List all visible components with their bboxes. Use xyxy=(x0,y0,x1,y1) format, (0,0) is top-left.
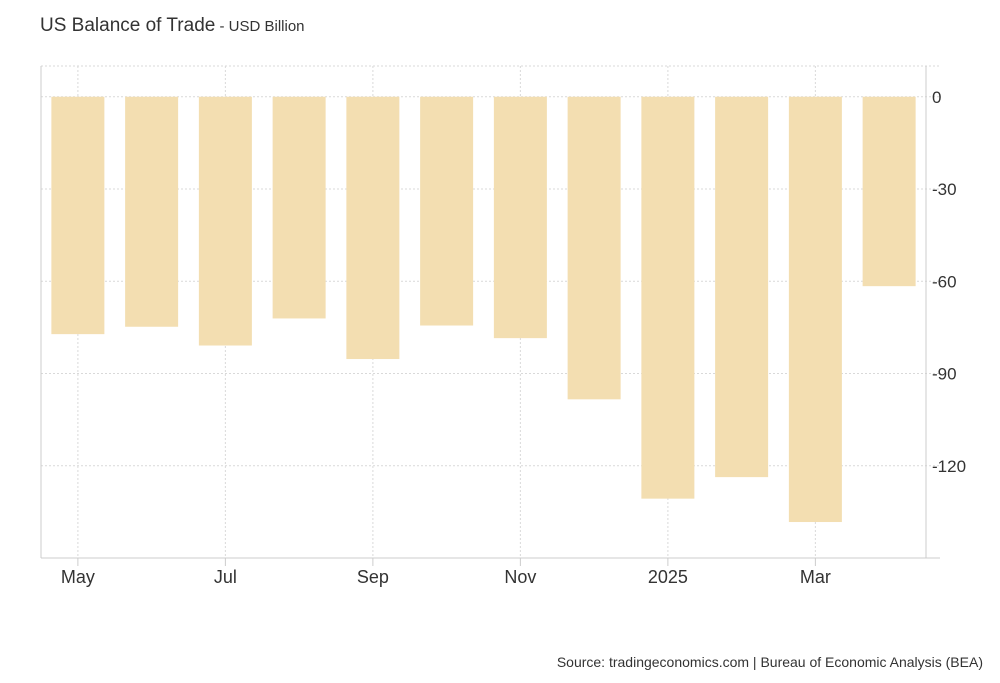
x-axis-ticks: May Jul Sep Nov 2025 Mar xyxy=(61,558,831,587)
bar-apr-2025[interactable] xyxy=(862,96,916,287)
bar-oct-2024[interactable] xyxy=(420,96,474,326)
x-tick-label: Nov xyxy=(504,567,536,587)
chart-subtitle: USD Billion xyxy=(228,18,305,35)
bar-mar-2025[interactable] xyxy=(788,96,842,523)
y-tick-label: -60 xyxy=(932,272,957,291)
chart-title-text: US Balance of Trade xyxy=(40,15,216,36)
x-tick-label: 2025 xyxy=(648,567,688,587)
axes xyxy=(40,66,940,559)
bar-feb-2025[interactable] xyxy=(715,96,769,478)
x-tick-label: Jul xyxy=(214,567,237,587)
x-tick-label: Mar xyxy=(800,567,831,587)
bar-chart: 0 -30 -60 -90 -120 May Jul Sep Nov 2025 Mar xyxy=(40,65,966,587)
x-tick-label: Sep xyxy=(357,567,389,587)
y-tick-label: -90 xyxy=(932,365,957,384)
y-tick-label: -30 xyxy=(932,180,957,199)
chart-title: US Balance of Trade - USD Billion xyxy=(40,15,305,37)
bar-sep-2024[interactable] xyxy=(346,96,400,360)
bar-dec-2024[interactable] xyxy=(567,96,621,400)
bar-jul-2024[interactable] xyxy=(198,96,252,346)
bar-may-2024[interactable] xyxy=(51,96,105,335)
bar-jan-2025[interactable] xyxy=(641,96,695,499)
bar-series xyxy=(51,96,916,523)
bar-aug-2024[interactable] xyxy=(272,96,326,319)
y-axis-ticks: 0 -30 -60 -90 -120 xyxy=(932,88,966,476)
title-separator: - xyxy=(215,18,229,35)
bar-jun-2024[interactable] xyxy=(125,96,179,327)
bar-nov-2024[interactable] xyxy=(493,96,547,339)
y-tick-label: 0 xyxy=(932,88,941,107)
x-tick-label: May xyxy=(61,567,95,587)
y-tick-label: -120 xyxy=(932,457,966,476)
source-note: Source: tradingeconomics.com | Bureau of… xyxy=(556,654,983,670)
